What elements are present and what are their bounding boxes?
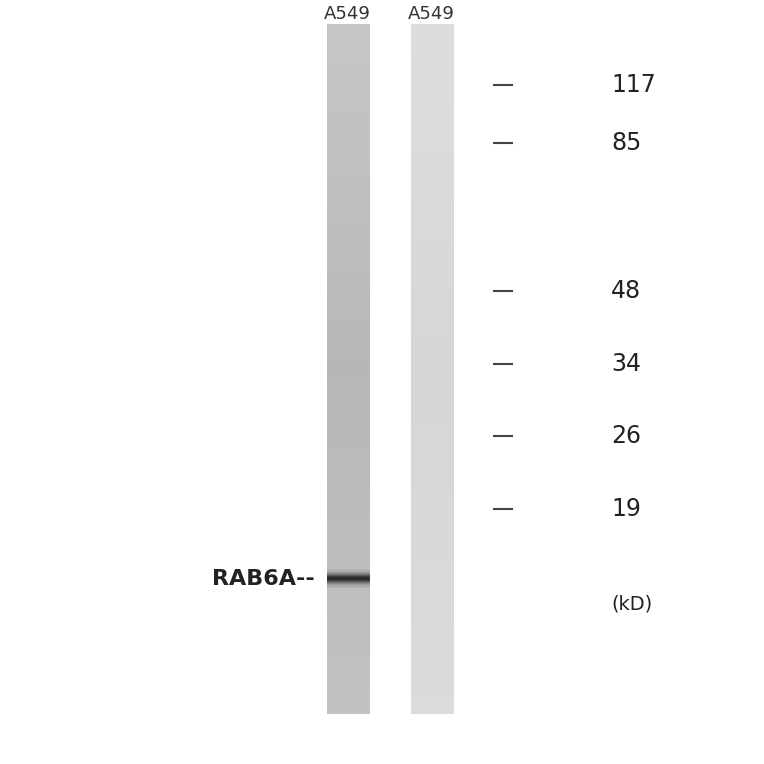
Text: 85: 85 <box>611 131 642 155</box>
Text: A549: A549 <box>408 5 455 23</box>
Text: 117: 117 <box>611 73 656 97</box>
Text: (kD): (kD) <box>611 594 652 613</box>
Text: 19: 19 <box>611 497 641 521</box>
Text: RAB6A--: RAB6A-- <box>212 569 315 589</box>
Text: 48: 48 <box>611 280 641 303</box>
Text: 26: 26 <box>611 424 641 448</box>
Text: A549: A549 <box>324 5 371 23</box>
Text: 34: 34 <box>611 352 641 376</box>
